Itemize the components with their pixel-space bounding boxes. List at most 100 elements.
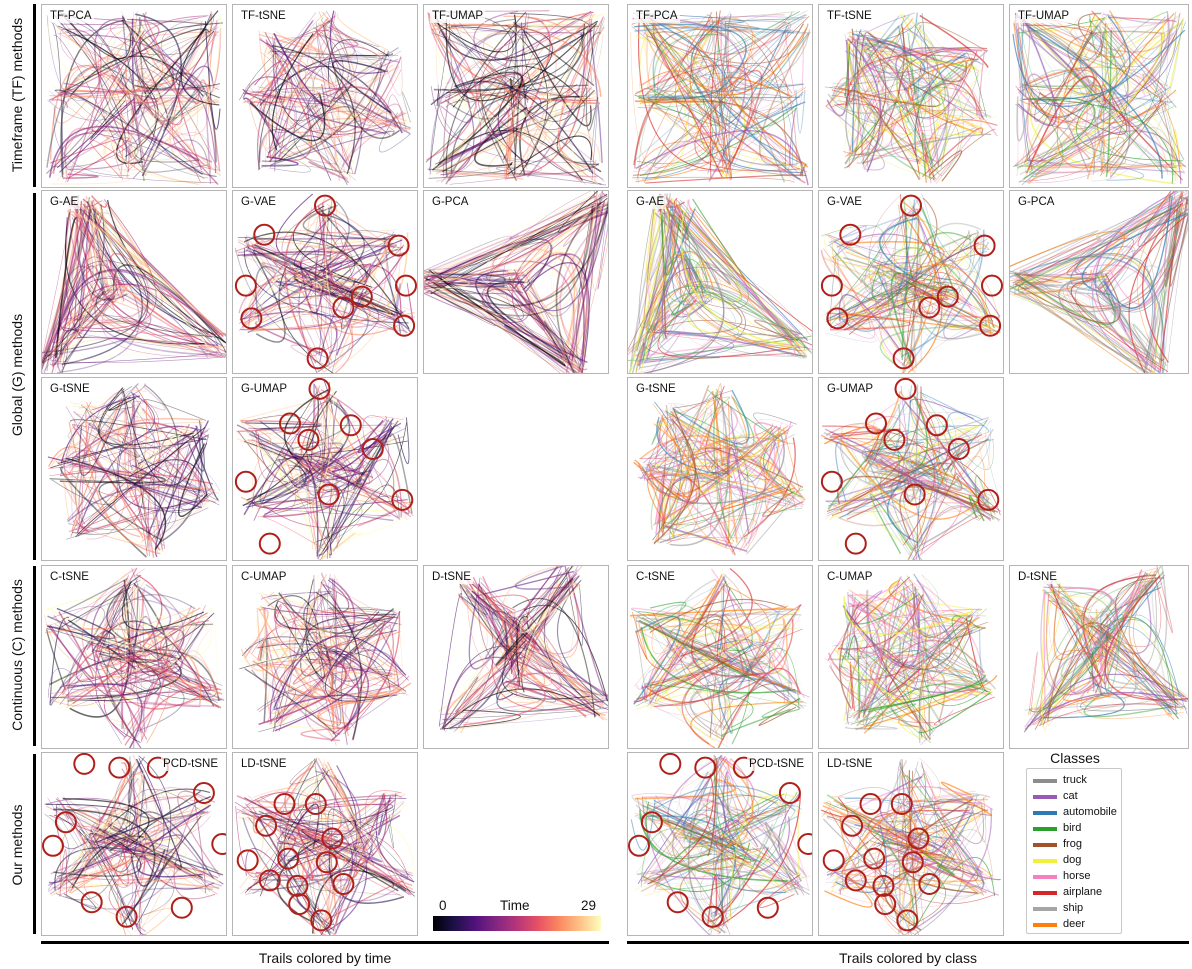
- trail-line: [908, 505, 981, 560]
- trail-line: [132, 754, 159, 837]
- trail-line: [843, 596, 974, 635]
- trail-line: [635, 106, 718, 183]
- trail-line: [318, 610, 401, 682]
- trail-line: [1066, 203, 1182, 276]
- trail-line: [928, 150, 963, 182]
- trail-line: [331, 427, 406, 475]
- trail-line: [657, 405, 668, 543]
- trail-line: [1026, 164, 1185, 169]
- trail-line: [438, 75, 529, 162]
- trail-line: [332, 578, 395, 631]
- trail-line: [905, 461, 953, 482]
- trail-line: [67, 642, 123, 707]
- trail-line: [715, 456, 729, 546]
- trail-line: [263, 31, 330, 127]
- trail-line: [111, 466, 209, 506]
- trail-line: [675, 608, 788, 670]
- trail-line: [54, 847, 224, 891]
- trail-line: [643, 825, 692, 892]
- trail-line: [1019, 270, 1151, 373]
- trail-line: [62, 625, 195, 692]
- trail-line: [690, 21, 801, 164]
- trail-line: [681, 661, 725, 745]
- trail-line: [829, 241, 939, 300]
- trail-line: [707, 847, 769, 922]
- trail-line: [508, 21, 555, 124]
- trail-line: [856, 639, 986, 721]
- trail-line: [306, 390, 337, 478]
- trail-line: [835, 278, 885, 312]
- trail-line: [1010, 285, 1083, 331]
- trail-line: [53, 698, 136, 709]
- trail-line: [645, 814, 749, 853]
- trail-line: [49, 649, 220, 702]
- trail-line: [239, 77, 355, 163]
- trail-line: [280, 43, 348, 186]
- panel-label: G-UMAP: [239, 382, 289, 396]
- trail-line: [135, 13, 182, 177]
- trail-line: [142, 586, 209, 706]
- trail-line: [873, 389, 918, 465]
- trail-line: [243, 17, 329, 103]
- trail-line: [710, 461, 717, 469]
- trail-line: [257, 164, 355, 175]
- trail-line: [683, 771, 787, 845]
- trail-line: [339, 631, 393, 737]
- trail-line: [1106, 90, 1163, 174]
- trail-line: [885, 759, 981, 888]
- trail-line: [716, 25, 756, 96]
- colorbar-title: Time: [500, 898, 530, 913]
- trail-plot: [234, 757, 416, 935]
- trail-line: [192, 434, 220, 500]
- trail-line: [732, 421, 792, 503]
- trail-line: [469, 577, 597, 699]
- trail-line: [1033, 650, 1103, 716]
- trail-line: [429, 269, 566, 367]
- trail-line: [1094, 11, 1170, 103]
- trail-line: [511, 574, 577, 673]
- trail-line: [425, 204, 608, 307]
- trail-line: [341, 103, 404, 167]
- trail-line: [90, 200, 122, 293]
- trail-line: [847, 592, 923, 653]
- panel-g-vae-time: G-VAE: [232, 190, 418, 374]
- trail-line: [863, 29, 927, 84]
- trail-line: [836, 843, 942, 898]
- trail-line: [284, 765, 332, 850]
- trail-line: [861, 585, 916, 725]
- trail-line: [460, 618, 519, 734]
- trail-line: [253, 499, 408, 510]
- trail-line: [902, 586, 986, 640]
- trail-line: [633, 616, 681, 705]
- trail-line: [85, 202, 115, 292]
- trail-line: [332, 580, 378, 665]
- trail-line: [635, 652, 730, 700]
- trail-line: [901, 416, 987, 521]
- trail-line: [643, 457, 686, 475]
- highlight-circle: [54, 811, 77, 834]
- trail-line: [654, 800, 796, 893]
- trail-line: [330, 650, 335, 725]
- highlight-circle: [73, 753, 96, 775]
- trail-line: [824, 437, 992, 520]
- legend-swatch: [1033, 795, 1057, 799]
- trail-line: [692, 435, 717, 469]
- trail-line: [1102, 573, 1148, 651]
- trail-plot: [628, 193, 812, 373]
- trail-line: [879, 248, 990, 264]
- trail-line: [247, 301, 371, 331]
- trail-line: [113, 408, 203, 447]
- trail-line: [121, 403, 128, 471]
- highlight-circle: [339, 414, 362, 437]
- trail-line: [331, 60, 392, 114]
- trail-line: [65, 457, 167, 550]
- trail-line: [644, 610, 705, 697]
- trail-line: [238, 280, 414, 321]
- trail-line: [904, 589, 915, 670]
- trail-line: [123, 100, 171, 180]
- trail-line: [1069, 623, 1102, 693]
- trail-line: [639, 104, 798, 177]
- trail-line: [509, 13, 590, 28]
- trails: [633, 382, 806, 556]
- panel-tf-umap-class: TF-UMAP: [1009, 4, 1189, 188]
